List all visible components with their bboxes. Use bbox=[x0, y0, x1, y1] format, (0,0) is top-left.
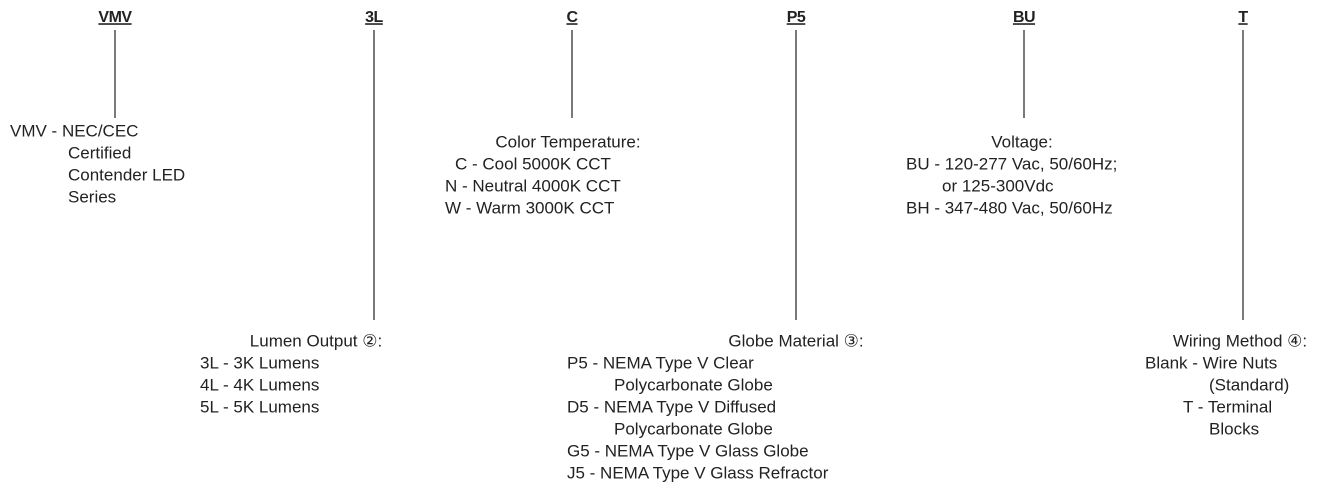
option-code: 3L bbox=[365, 9, 383, 26]
option-line: 5L - 5K Lumens bbox=[200, 397, 319, 416]
option-line: Blank - Wire Nuts bbox=[1145, 353, 1277, 372]
option-line: J5 - NEMA Type V Glass Refractor bbox=[567, 463, 829, 482]
option-line: C - Cool 5000K CCT bbox=[455, 154, 611, 173]
option-line: D5 - NEMA Type V Diffused bbox=[567, 397, 776, 416]
option-line: BU - 120-277 Vac, 50/60Hz; bbox=[906, 154, 1117, 173]
option-code: BU bbox=[1013, 9, 1035, 26]
option-line: Polycarbonate Globe bbox=[614, 375, 773, 394]
option-line: VMV - NEC/CEC bbox=[10, 121, 138, 140]
option-line: (Standard) bbox=[1209, 375, 1289, 394]
option-line: Polycarbonate Globe bbox=[614, 419, 773, 438]
option-line: W - Warm 3000K CCT bbox=[445, 198, 614, 217]
option-line: Blocks bbox=[1209, 419, 1259, 438]
option-line: Certified bbox=[68, 143, 131, 162]
field-heading: Lumen Output ②: bbox=[250, 331, 382, 350]
option-code: T bbox=[1238, 9, 1248, 26]
option-code: VMV bbox=[98, 9, 132, 26]
field-heading: Voltage: bbox=[991, 132, 1052, 151]
option-line: or 125-300Vdc bbox=[942, 176, 1054, 195]
option-line: 3L - 3K Lumens bbox=[200, 353, 319, 372]
option-line: P5 - NEMA Type V Clear bbox=[567, 353, 754, 372]
option-line: Series bbox=[68, 187, 116, 206]
field-heading: Color Temperature: bbox=[495, 132, 640, 151]
field-heading: Globe Material ③: bbox=[728, 331, 863, 350]
field-heading: Wiring Method ④: bbox=[1173, 331, 1307, 350]
option-line: Contender LED bbox=[68, 165, 185, 184]
option-line: T - Terminal bbox=[1183, 397, 1272, 416]
option-code: C bbox=[566, 9, 578, 26]
option-line: 4L - 4K Lumens bbox=[200, 375, 319, 394]
option-line: BH - 347-480 Vac, 50/60Hz bbox=[906, 198, 1113, 217]
option-line: N - Neutral 4000K CCT bbox=[445, 176, 621, 195]
option-line: G5 - NEMA Type V Glass Globe bbox=[567, 441, 809, 460]
option-code: P5 bbox=[787, 9, 806, 26]
